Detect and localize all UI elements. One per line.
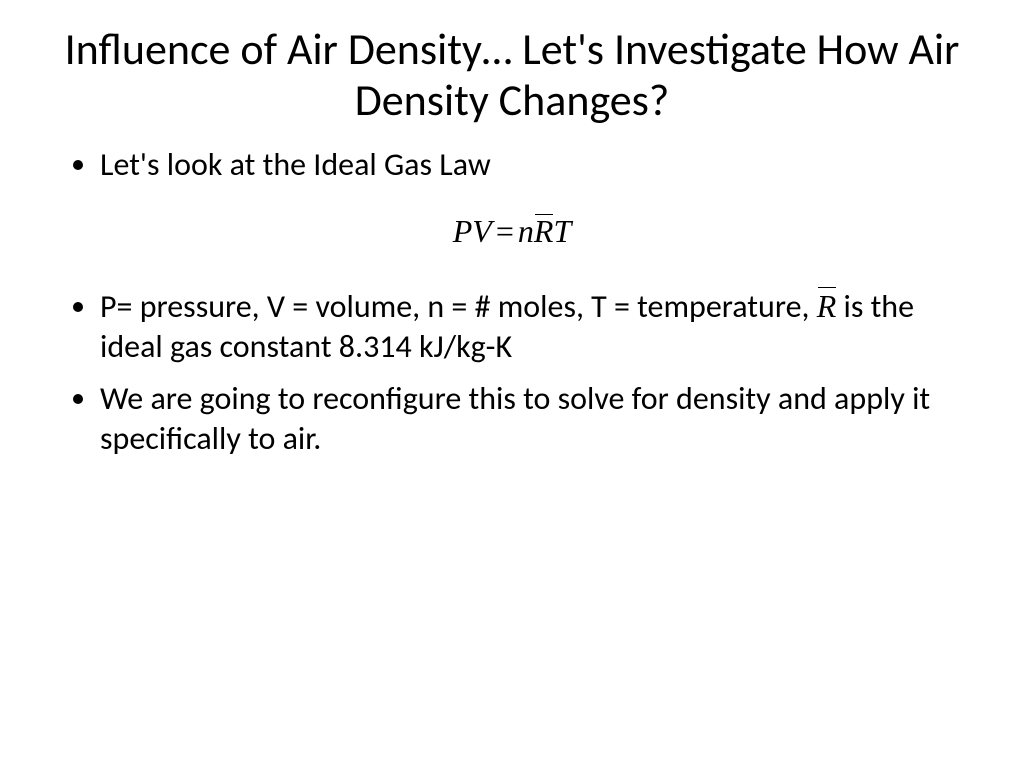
bullet-3: We are going to reconfigure this to solv… bbox=[100, 379, 960, 459]
slide: Influence of Air Density… Let's Investig… bbox=[0, 0, 1024, 768]
ideal-gas-equation: PV=nRT bbox=[64, 213, 960, 250]
slide-body-list: Let's look at the Ideal Gas Law bbox=[64, 145, 960, 185]
eq-rbar: R bbox=[534, 213, 554, 250]
bullet-2-rbar: R bbox=[817, 286, 837, 326]
bullet-1: Let's look at the Ideal Gas Law bbox=[100, 145, 960, 185]
eq-n: n bbox=[518, 213, 534, 249]
eq-equals: = bbox=[492, 213, 518, 249]
eq-pv: PV bbox=[453, 213, 492, 249]
bullet-2: P= pressure, V = volume, n = # moles, T … bbox=[100, 286, 960, 367]
slide-body-list-2: P= pressure, V = volume, n = # moles, T … bbox=[64, 286, 960, 459]
slide-title: Influence of Air Density… Let's Investig… bbox=[64, 24, 960, 125]
bullet-2-pre: P= pressure, V = volume, n = # moles, T … bbox=[100, 287, 817, 326]
eq-t: T bbox=[553, 213, 571, 249]
